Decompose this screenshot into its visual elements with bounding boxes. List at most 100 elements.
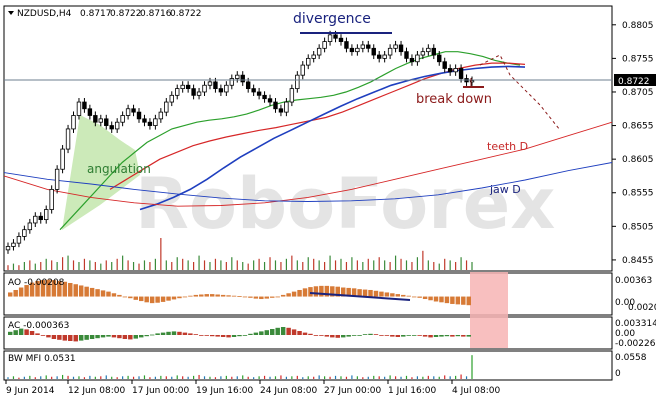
ao-bar <box>346 287 351 297</box>
price-tick-label: 0.8605 <box>622 155 654 165</box>
ac-bar <box>395 335 401 337</box>
ac-bar <box>461 335 466 337</box>
ac-bar <box>439 335 444 337</box>
ac-bar <box>13 330 18 335</box>
candle-body <box>262 94 267 100</box>
ac-bar <box>78 335 84 341</box>
candle-body <box>60 148 65 170</box>
candles <box>5 30 475 254</box>
candle-body <box>33 215 38 224</box>
candle-body <box>131 108 136 113</box>
candle-body <box>458 68 464 79</box>
candle-body <box>93 115 98 123</box>
candle-body <box>82 101 87 110</box>
candle-body <box>218 88 224 93</box>
ohlc-close: 0.8722 <box>170 9 202 19</box>
ao-bar <box>411 296 417 298</box>
ao-bar <box>166 296 171 301</box>
ac-bar <box>133 335 139 339</box>
candle-body <box>333 34 338 39</box>
ohlc-open: 0.8717 <box>80 9 112 19</box>
chevron-down-icon[interactable] <box>8 11 14 15</box>
ac-bar <box>139 335 144 338</box>
candle-body <box>87 108 93 116</box>
candle-body <box>44 209 49 221</box>
candle-body <box>104 118 109 126</box>
candle-body <box>251 88 256 93</box>
price-tick-label: 0.8505 <box>622 222 654 232</box>
ao-bar <box>182 296 188 298</box>
ao-bar <box>188 295 193 297</box>
price-tick-label: 0.8455 <box>622 256 654 266</box>
candle-body <box>114 121 120 130</box>
ao-tick-bottom: 0.00208 <box>628 303 656 313</box>
ao-tick-top: 0.00363 <box>615 276 652 286</box>
ac-tick-zero: 0.00 <box>615 329 635 339</box>
price-axis: 0.8805 0.8755 0.8705 0.8655 0.8605 0.8555 0.85… <box>612 21 654 266</box>
ao-bar <box>51 280 57 297</box>
candle-body <box>153 118 158 126</box>
mfi-label: BW MFI 0.0531 <box>8 354 76 364</box>
ac-bar <box>259 331 264 335</box>
ao-bar <box>209 294 215 297</box>
ac-bar <box>68 335 73 341</box>
ac-bar <box>226 335 231 338</box>
ac-bar <box>455 335 461 337</box>
ao-bar <box>13 289 18 297</box>
candle-body <box>142 118 147 123</box>
ao-bar <box>106 291 111 297</box>
ao-bar <box>177 296 182 299</box>
ac-bar <box>450 335 455 337</box>
ao-label: AO -0.00208 <box>8 278 65 288</box>
candle-body <box>442 61 447 69</box>
candle-body <box>224 84 229 93</box>
projection-dashed <box>479 54 561 131</box>
ao-bar <box>406 295 411 297</box>
candle-body <box>240 74 245 83</box>
ac-bar <box>182 332 188 335</box>
ao-bar <box>417 296 422 298</box>
ao-bar <box>422 296 428 300</box>
ac-bar <box>264 330 270 335</box>
ao-bar <box>220 294 226 297</box>
ac-panel-frame <box>3 316 613 350</box>
ao-histogram <box>8 279 471 306</box>
candle-body <box>393 44 398 49</box>
watermark-text: RoboForex <box>135 163 555 245</box>
ao-bar <box>461 296 466 305</box>
ac-bar <box>62 335 68 341</box>
candle-body <box>180 84 185 90</box>
ac-bar <box>275 327 280 335</box>
ao-bar <box>308 287 313 297</box>
candle-body <box>125 108 131 116</box>
time-tick-label: 19 Jun 16:00 <box>196 386 253 396</box>
ac-bar <box>40 335 46 336</box>
ao-bar <box>401 294 406 297</box>
ao-bar <box>46 279 51 297</box>
ac-bar <box>444 335 450 337</box>
ao-bar <box>248 296 253 298</box>
ao-bar <box>330 286 335 297</box>
ac-bar <box>231 335 237 337</box>
ac-bar <box>199 335 204 336</box>
candle-body <box>349 47 355 53</box>
ac-bar <box>177 331 182 335</box>
ac-bar <box>149 334 155 336</box>
ao-bar <box>237 296 242 297</box>
teeth-label: teeth D <box>487 140 528 153</box>
ao-bar <box>280 294 286 297</box>
candle-body <box>38 215 43 221</box>
ao-bar <box>144 296 149 303</box>
candle-body <box>382 54 387 59</box>
ac-bar <box>73 335 78 342</box>
ao-bar <box>319 285 324 297</box>
chart-header: NZDUSD,H4 0.8717 0.8722 0.8716 0.8722 <box>8 9 202 19</box>
candle-body <box>387 47 393 56</box>
ao-bar <box>351 288 357 297</box>
ao-bar <box>444 296 450 304</box>
mfi-tick-bottom: 0 <box>615 369 621 379</box>
candle-body <box>120 115 125 123</box>
candle-body <box>469 80 475 83</box>
candle-body <box>16 236 22 244</box>
ao-bar <box>455 296 461 305</box>
